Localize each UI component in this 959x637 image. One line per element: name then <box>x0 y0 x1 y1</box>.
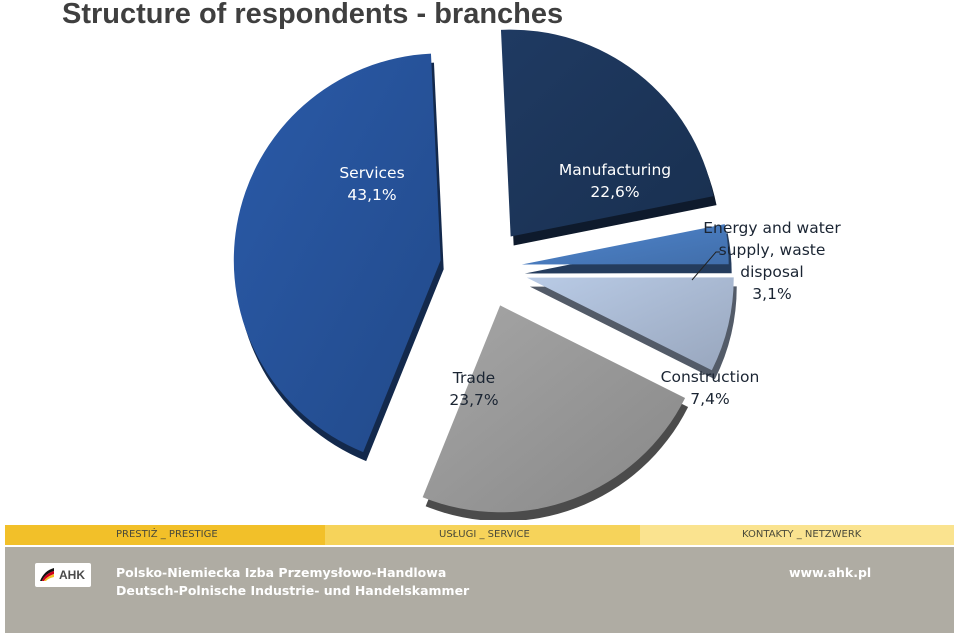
slice-label-1: Manufacturing 22,6% <box>559 161 671 201</box>
pie-slice-services <box>233 53 441 453</box>
footer-band: AHK Polsko-Niemiecka Izba Przemysłowo-Ha… <box>5 547 954 633</box>
footer-tab-service[interactable]: USŁUGI _ SERVICE <box>325 525 640 545</box>
slice-label-4: Trade 23,7% <box>449 369 498 409</box>
org-name-polish: Polsko-Niemiecka Izba Przemysłowo-Handlo… <box>116 565 447 580</box>
pie-slice-energy-and-water-supply-waste-disposal <box>521 224 729 265</box>
website-link[interactable]: www.ahk.pl <box>789 565 872 580</box>
slice-label-0: Services 43,1% <box>339 164 404 204</box>
pie-slice-trade <box>422 305 686 513</box>
page-title: Structure of respondents - branches <box>62 0 564 30</box>
pie-chart: Services 43,1% Manufacturing 22,6% Energy an… <box>233 29 841 520</box>
flag-icon <box>40 568 54 581</box>
footer-tab-bar: PRESTIŻ _ PRESTIGE USŁUGI _ SERVICE KONT… <box>5 525 954 545</box>
pie-slice-manufacturing <box>500 29 714 237</box>
leader-line <box>691 251 720 281</box>
logo-text: AHK <box>59 568 85 582</box>
slice-label-3: Construction 7,4% <box>661 368 760 408</box>
slice-label-2: Energy and water supply, waste disposal 3,1… <box>703 219 841 303</box>
footer-tab-prestige[interactable]: PRESTIŻ _ PRESTIGE <box>5 525 325 545</box>
org-name-german: Deutsch-Polnische Industrie- und Handels… <box>116 583 470 598</box>
footer-tab-network[interactable]: KONTAKTY _ NETZWERK <box>640 525 954 545</box>
ahk-logo[interactable]: AHK <box>35 563 91 587</box>
pie-slice-construction <box>526 277 734 371</box>
